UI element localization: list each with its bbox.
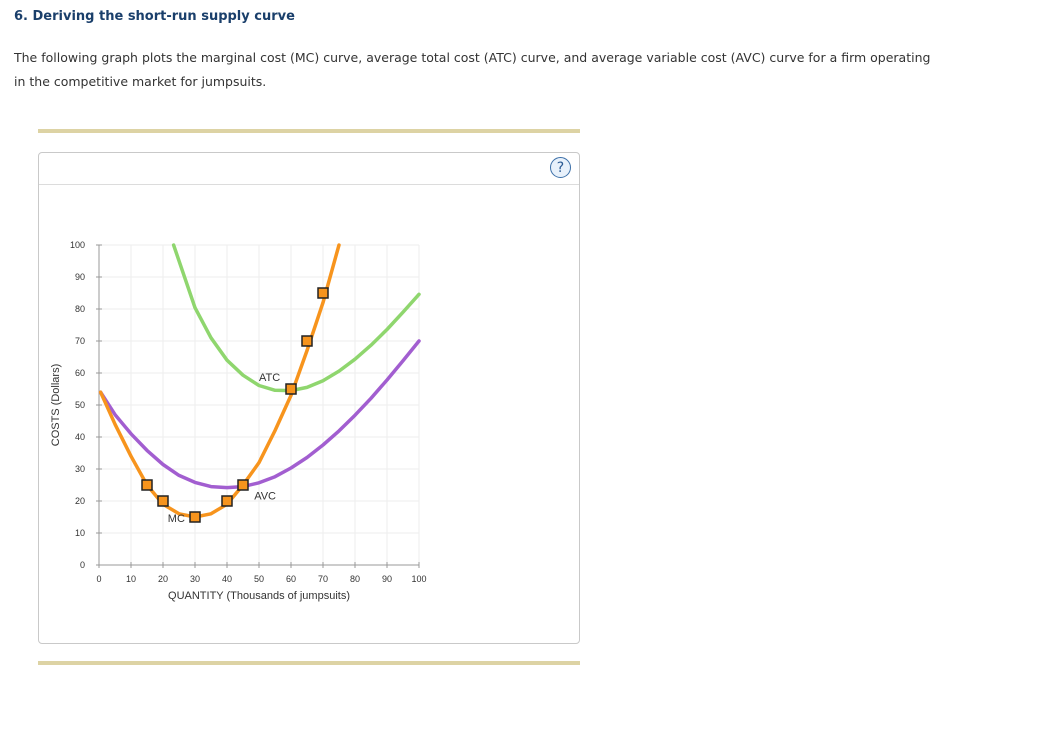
x-tick-label-0: 0 xyxy=(96,574,101,584)
y-tick-label-80: 80 xyxy=(75,304,85,314)
cost-curves-chart: 0 10 20 30 40 50 60 70 80 90 100 0 10 20 30 40 50 60 70 80 9… xyxy=(50,240,427,602)
mc-marker-4 xyxy=(221,495,233,507)
x-tick-label-50: 50 xyxy=(254,574,264,584)
question-intro: The following graph plots the marginal c… xyxy=(14,50,931,89)
x-tick-label-80: 80 xyxy=(350,574,360,584)
mc-marker-8 xyxy=(317,287,329,299)
x-tick-label-90: 90 xyxy=(382,574,392,584)
y-tick-label-100: 100 xyxy=(70,240,85,250)
mc-marker-1 xyxy=(141,479,153,491)
help-icon[interactable]: ? xyxy=(550,157,571,178)
y-tick-label-10: 10 xyxy=(75,528,85,538)
mc-label: MC xyxy=(168,513,185,525)
y-tick-label-50: 50 xyxy=(75,400,85,410)
y-tick-label-70: 70 xyxy=(75,336,85,346)
x-tick-label-40: 40 xyxy=(222,574,232,584)
x-axis-title: QUANTITY (Thousands of jumpsuits) xyxy=(168,590,350,602)
y-axis-title: COSTS (Dollars) xyxy=(50,364,62,447)
y-tick-label-20: 20 xyxy=(75,496,85,506)
avc-curve xyxy=(98,339,421,490)
top-divider xyxy=(38,129,580,133)
y-tick-label-40: 40 xyxy=(75,432,85,442)
y-tick-label-0: 0 xyxy=(80,560,85,570)
mc-marker-3 xyxy=(189,511,201,523)
atc-curve xyxy=(171,243,421,393)
mc-marker-2 xyxy=(157,495,169,507)
mc-marker-5 xyxy=(237,479,249,491)
x-tick-label-20: 20 xyxy=(158,574,168,584)
x-tick-label-30: 30 xyxy=(190,574,200,584)
graph-panel: ? 0 10 20 30 40 50 60 70 80 90 100 0 10 20 30 40 50 60 70 8… xyxy=(38,152,580,644)
y-tick-label-30: 30 xyxy=(75,464,85,474)
x-tick-label-70: 70 xyxy=(318,574,328,584)
question-heading: 6. Deriving the short-run supply curve xyxy=(14,9,295,24)
bottom-divider xyxy=(38,661,580,665)
x-tick-label-100: 100 xyxy=(411,574,426,584)
mc-marker-6 xyxy=(285,383,297,395)
avc-label: AVC xyxy=(254,490,276,502)
mc-curve xyxy=(98,243,341,519)
x-tick-label-10: 10 xyxy=(126,574,136,584)
atc-label: ATC xyxy=(259,372,280,384)
mc-marker-7 xyxy=(301,335,313,347)
y-tick-label-60: 60 xyxy=(75,368,85,378)
graph-panel-header: ? xyxy=(39,153,579,185)
y-tick-label-90: 90 xyxy=(75,272,85,282)
x-tick-label-60: 60 xyxy=(286,574,296,584)
